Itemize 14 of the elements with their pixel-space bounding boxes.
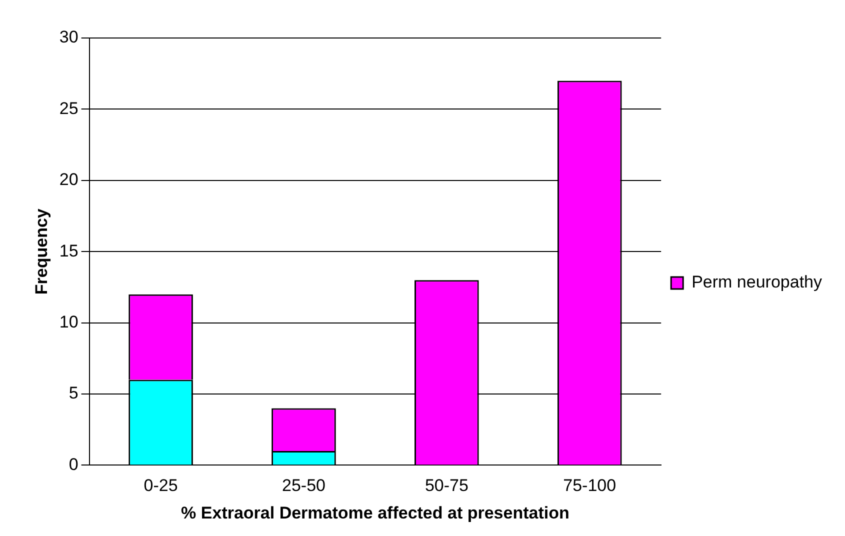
x-tick-label: 50-75 xyxy=(424,476,468,496)
x-tick-label: 25-50 xyxy=(282,476,326,496)
y-tick-label: 20 xyxy=(59,170,78,190)
x-axis-title: % Extraoral Dermatome affected at presentation xyxy=(181,503,570,522)
y-tick-label: 10 xyxy=(59,312,78,332)
y-axis-title: Frequency xyxy=(32,208,51,295)
y-tick-label: 15 xyxy=(59,241,78,260)
x-tick-label: 0-25 xyxy=(144,476,178,496)
y-tick-label: 5 xyxy=(68,384,78,403)
y-tick-label: 25 xyxy=(59,98,78,118)
x-tick-label: 75-100 xyxy=(563,476,616,496)
y-tick-label: 30 xyxy=(59,28,78,47)
y-tick-label: 0 xyxy=(68,454,78,474)
legend-label: Perm neuropathy xyxy=(692,272,822,292)
